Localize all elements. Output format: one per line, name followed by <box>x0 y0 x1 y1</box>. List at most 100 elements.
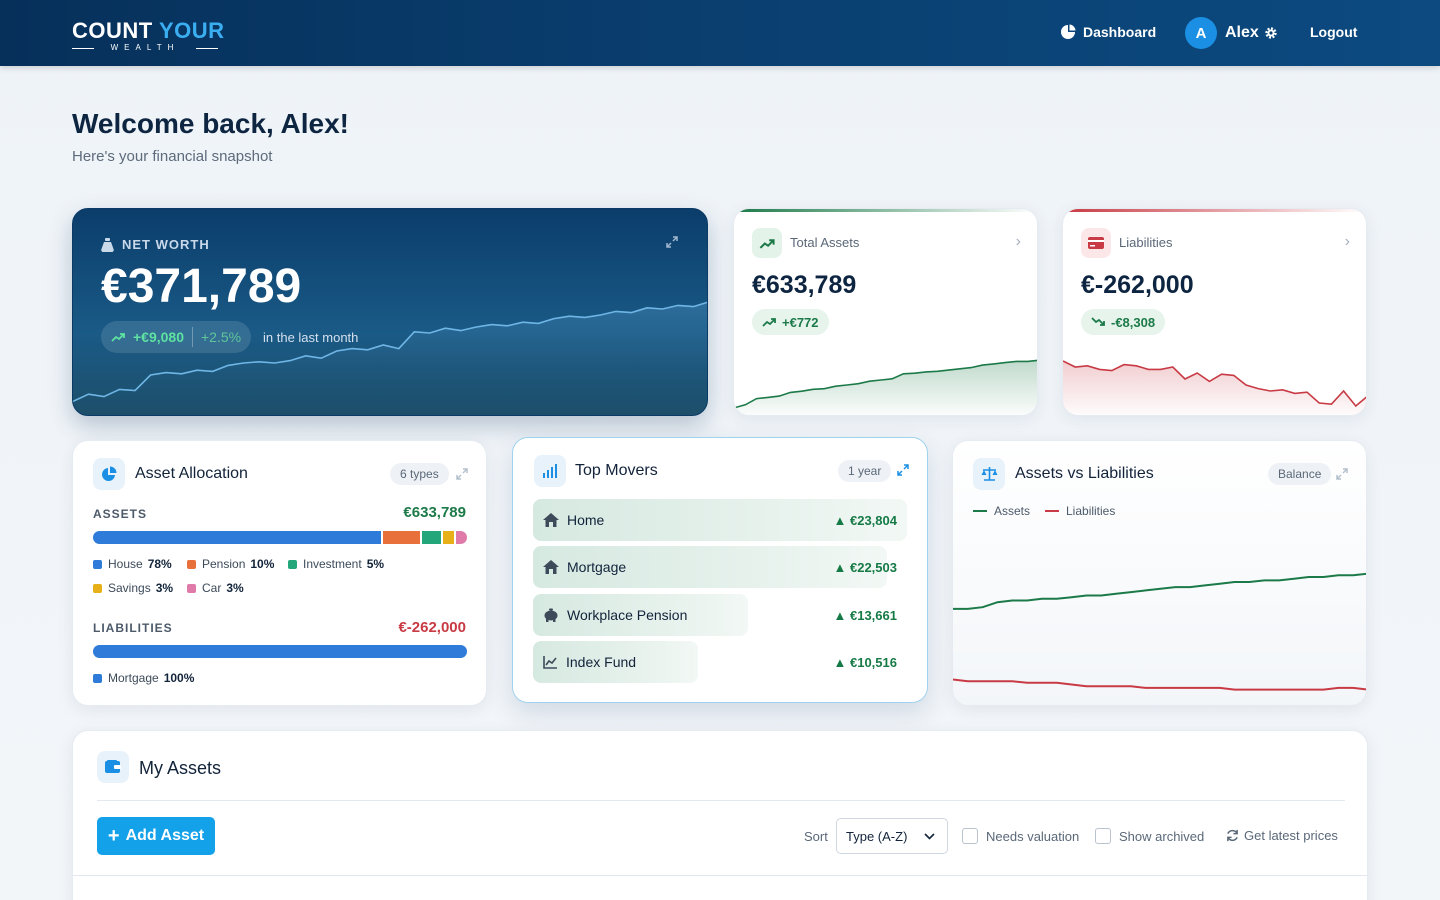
mover-row-mortgage[interactable]: Mortgage ▲ €22,503 <box>533 546 907 588</box>
logout-link[interactable]: Logout <box>1310 24 1358 40</box>
pie-chart-icon <box>1061 24 1076 39</box>
net-worth-change-pct: +2.5% <box>201 329 242 345</box>
assets-vs-liabilities-card[interactable]: Assets vs Liabilities Balance Assets Lia… <box>952 440 1367 706</box>
liabilities-trend-chart <box>1063 360 1366 415</box>
user-avatar[interactable]: A <box>1185 17 1217 49</box>
assets-vs-liabilities-title: Assets vs Liabilities <box>1015 465 1154 482</box>
sort-select[interactable]: Type (A-Z) <box>836 818 948 854</box>
bar-chart-icon <box>543 464 557 478</box>
divider <box>97 800 1345 801</box>
liabilities-change: -€8,308 <box>1111 314 1156 330</box>
total-assets-value: €633,789 <box>752 271 857 299</box>
add-asset-button[interactable]: + Add Asset <box>97 817 215 855</box>
assets-series-line <box>953 572 1366 610</box>
trend-line <box>1063 360 1366 408</box>
mover-row-workplace-pension[interactable]: Workplace Pension ▲ €13,661 <box>533 594 907 636</box>
liabilities-card[interactable]: Liabilities › €-262,000 -€8,308 <box>1062 208 1367 416</box>
pie-chart-icon <box>102 466 117 481</box>
net-worth-trend-chart <box>73 301 707 415</box>
assets-segment-investment <box>422 531 441 544</box>
liabilities-allocation-bar <box>93 645 467 658</box>
types-count-pill: 6 types <box>390 463 449 485</box>
expand-icon[interactable] <box>1335 467 1349 481</box>
mover-value: ▲ €13,661 <box>833 608 897 623</box>
assets-vs-liabilities-chart <box>953 572 1366 691</box>
trend-area <box>1063 361 1366 415</box>
liabilities-change-chip: -€8,308 <box>1081 309 1166 335</box>
app-logo[interactable]: COUNT YOUR WEALTH <box>72 14 224 54</box>
legend-swatch <box>93 673 102 683</box>
user-name[interactable]: Alex <box>1225 24 1259 41</box>
chevron-right-icon[interactable]: › <box>1344 233 1350 250</box>
balance-scale-icon <box>981 467 997 481</box>
show-archived-label: Show archived <box>1119 828 1205 844</box>
assets-allocation-bar <box>93 531 467 544</box>
assets-section-label: ASSETS <box>93 507 148 521</box>
legend-item-savings: Savings 3% <box>93 581 173 595</box>
net-worth-change-abs: +€9,080 <box>133 329 184 345</box>
checkbox[interactable] <box>962 828 978 844</box>
trend-line <box>734 359 1037 409</box>
money-bag-icon <box>101 237 114 252</box>
asset-allocation-title: Asset Allocation <box>135 465 248 482</box>
mover-name: Home <box>543 512 604 528</box>
wallet-icon-box <box>97 751 129 783</box>
total-assets-title: Total Assets <box>790 235 860 250</box>
chevron-right-icon[interactable]: › <box>1015 233 1021 250</box>
total-assets-card[interactable]: Total Assets › €633,789 +€772 <box>733 208 1038 416</box>
assets-segment-car <box>455 531 467 544</box>
net-worth-change-badge: +€9,080 +2.5% <box>101 321 252 353</box>
sort-label: Sort <box>804 829 828 844</box>
show-archived-checkbox[interactable]: Show archived <box>1095 828 1204 844</box>
needs-valuation-checkbox[interactable]: Needs valuation <box>962 828 1079 844</box>
badge-divider <box>192 327 193 347</box>
mover-row-index-fund[interactable]: Index Fund ▲ €10,516 <box>533 641 907 683</box>
liabilities-series-line <box>953 678 1366 691</box>
legend-item-house: House 78% <box>93 557 172 571</box>
assets-total-value: €633,789 <box>403 504 466 521</box>
net-worth-label: NET WORTH <box>122 237 210 252</box>
bar-chart-icon-box <box>534 455 566 487</box>
nav-dashboard-link[interactable]: Dashboard <box>1060 24 1156 40</box>
mover-value: ▲ €10,516 <box>833 655 897 670</box>
top-movers-title: Top Movers <box>575 462 658 479</box>
home-icon <box>543 560 559 574</box>
add-asset-label: Add Asset <box>125 827 205 844</box>
total-assets-change-chip: +€772 <box>752 309 829 335</box>
legend-swatch <box>288 559 297 569</box>
expand-icon[interactable] <box>455 467 469 481</box>
trend-area <box>73 302 707 415</box>
net-worth-period: in the last month <box>263 330 359 345</box>
get-latest-prices-button[interactable]: Get latest prices <box>1226 828 1338 843</box>
trend-up-icon-box <box>752 228 782 258</box>
liabilities-total-value: €-262,000 <box>398 619 466 636</box>
net-worth-card[interactable]: NET WORTH €371,789 +€9,080 +2.5% in the … <box>72 208 708 416</box>
piggy-bank-icon <box>544 608 558 622</box>
get-latest-prices-label: Get latest prices <box>1244 828 1338 843</box>
mover-value: ▲ €22,503 <box>833 560 897 575</box>
mover-row-home[interactable]: Home ▲ €23,804 <box>533 499 907 541</box>
asset-allocation-card[interactable]: Asset Allocation 6 types ASSETS €633,789… <box>72 440 487 706</box>
legend-liabilities: Liabilities <box>1045 504 1115 518</box>
logo-subtext: WEALTH <box>72 43 218 52</box>
legend-swatch <box>1045 510 1059 512</box>
wallet-icon <box>105 760 121 773</box>
balance-pill[interactable]: Balance <box>1268 463 1332 485</box>
liabilities-value: €-262,000 <box>1081 271 1194 299</box>
period-pill[interactable]: 1 year <box>838 460 892 482</box>
legend-swatch <box>187 559 196 569</box>
chevron-down-icon <box>924 832 935 840</box>
gear-icon[interactable] <box>1264 26 1278 40</box>
checkbox[interactable] <box>1095 828 1111 844</box>
assets-segment-savings <box>442 531 454 544</box>
expand-icon[interactable] <box>665 235 679 249</box>
mover-name: Workplace Pension <box>543 607 687 623</box>
my-assets-section: My Assets + Add Asset Sort Type (A-Z) Ne… <box>72 730 1368 900</box>
credit-card-icon <box>1088 237 1104 249</box>
my-assets-title: My Assets <box>139 758 222 778</box>
divider <box>73 875 1367 876</box>
top-movers-card[interactable]: Top Movers 1 year Home ▲ €23,804 Mortgag… <box>512 437 928 703</box>
expand-icon[interactable] <box>896 463 910 477</box>
card-accent-line <box>1063 209 1366 212</box>
trend-line <box>73 301 707 403</box>
